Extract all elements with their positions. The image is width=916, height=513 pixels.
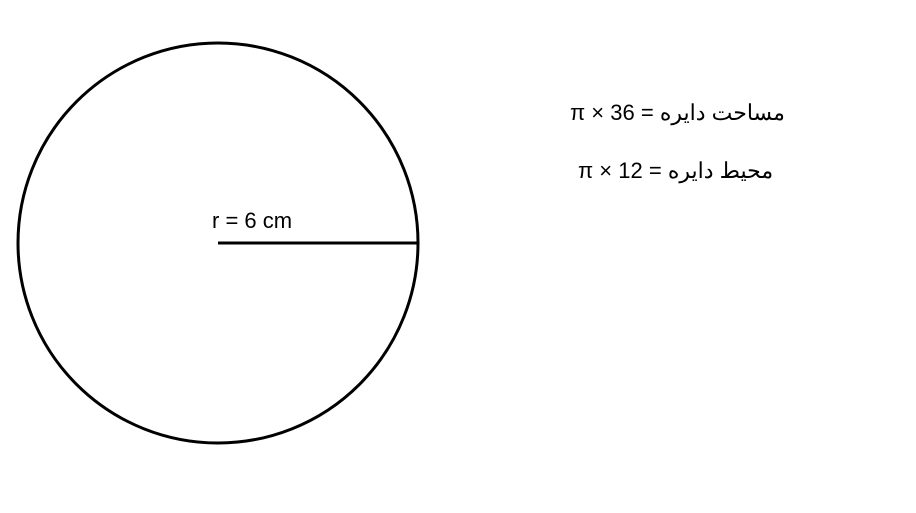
perimeter-formula: محیط دایره = 12 × π bbox=[578, 158, 773, 184]
radius-label: r = 6 cm bbox=[212, 208, 292, 234]
geometry-diagram: r = 6 cm مساحت دایره = 36 × π محیط دایره… bbox=[0, 0, 916, 513]
area-formula: مساحت دایره = 36 × π bbox=[570, 100, 785, 126]
circle-svg bbox=[0, 0, 916, 513]
